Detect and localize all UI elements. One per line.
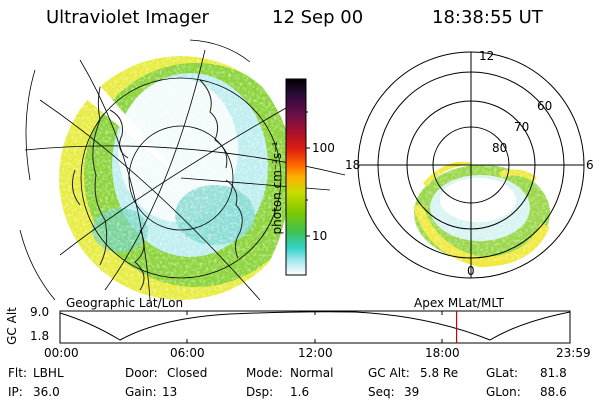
apex-polar-plot: 12 18 6 0 60 70 80 bbox=[345, 49, 594, 279]
geographic-map-label: Geographic Lat/Lon bbox=[66, 296, 184, 310]
glat-value: 81.8 bbox=[540, 366, 567, 380]
filter-value: LBHL bbox=[33, 366, 64, 380]
timeline-tick-0600: 06:00 bbox=[170, 346, 205, 360]
gain-value: 13 bbox=[162, 385, 178, 399]
timeline-tick-1800: 18:00 bbox=[425, 346, 460, 360]
geographic-grid bbox=[19, 39, 346, 301]
mlt-label-18: 18 bbox=[345, 158, 360, 172]
dsp-value: 1.6 bbox=[290, 385, 310, 399]
mode-label: Mode: bbox=[246, 366, 283, 380]
geographic-map bbox=[19, 39, 346, 301]
filter-label: Flt: bbox=[8, 366, 27, 380]
ip-value: 36.0 bbox=[33, 385, 60, 399]
timeline-y-min: 1.8 bbox=[30, 329, 50, 343]
timeline-y-label: GC Alt bbox=[5, 307, 19, 345]
mlt-label-12: 12 bbox=[479, 49, 494, 63]
door-value: Closed bbox=[167, 366, 208, 380]
gcalt-label: GC Alt: bbox=[368, 366, 410, 380]
timeline-tick-1200: 12:00 bbox=[298, 346, 333, 360]
colorbar-scale bbox=[285, 78, 307, 276]
dsp-label: Dsp: bbox=[246, 385, 274, 399]
altitude-curve bbox=[59, 311, 571, 341]
time-label: 18:38:55 UT bbox=[432, 7, 543, 28]
mlt-label-0: 0 bbox=[467, 264, 475, 278]
glat-label: GLat: bbox=[486, 366, 519, 380]
date-label: 12 Sep 00 bbox=[272, 7, 364, 28]
gain-label: Gain: bbox=[125, 385, 157, 399]
timeline-tick-0000: 00:00 bbox=[44, 346, 79, 360]
polar-grid bbox=[357, 51, 585, 279]
colorbar bbox=[285, 78, 310, 276]
colorbar-tick-100: 100 bbox=[312, 141, 335, 155]
colorbar-tick-10: 10 bbox=[312, 229, 328, 243]
seq-value: 39 bbox=[404, 385, 420, 399]
mlt-label-6: 6 bbox=[586, 158, 594, 172]
timeline-tick-2359: 23:59 bbox=[556, 346, 591, 360]
door-label: Door: bbox=[125, 366, 158, 380]
seq-label: Seq: bbox=[368, 385, 395, 399]
geographic-auroral-image bbox=[59, 56, 303, 300]
glon-label: GLon: bbox=[486, 385, 521, 399]
gcalt-value: 5.8 Re bbox=[420, 366, 459, 380]
apex-map-label: Apex MLat/MLT bbox=[414, 296, 504, 310]
instrument-title: Ultraviolet Imager bbox=[46, 7, 209, 28]
mode-value: Normal bbox=[290, 366, 334, 380]
altitude-timeline bbox=[59, 310, 571, 344]
glon-value: 88.6 bbox=[540, 385, 567, 399]
mlat-label-80: 80 bbox=[492, 141, 507, 155]
mlat-label-60: 60 bbox=[537, 99, 552, 113]
ip-label: IP: bbox=[8, 385, 23, 399]
timeline-y-max: 9.0 bbox=[30, 305, 50, 319]
colorbar-unit-label: photon cm⁻²s⁻¹ bbox=[270, 141, 284, 235]
mlat-label-70: 70 bbox=[514, 120, 529, 134]
